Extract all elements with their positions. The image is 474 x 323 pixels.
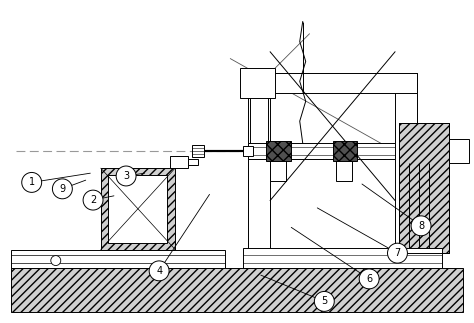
Bar	[248, 143, 395, 159]
Bar	[399, 123, 449, 253]
Circle shape	[359, 269, 379, 289]
Bar	[11, 267, 463, 312]
Bar	[333, 141, 357, 161]
Circle shape	[388, 243, 408, 263]
Circle shape	[83, 190, 103, 210]
Circle shape	[149, 261, 169, 281]
Bar	[336, 159, 352, 181]
Text: 8: 8	[418, 221, 424, 231]
Circle shape	[411, 216, 431, 236]
Circle shape	[22, 172, 42, 193]
Bar	[243, 146, 253, 156]
Bar	[192, 145, 204, 157]
Text: 5: 5	[321, 297, 328, 307]
Bar	[11, 250, 225, 267]
Circle shape	[51, 255, 61, 266]
Text: 4: 4	[156, 266, 162, 276]
Bar	[108, 175, 167, 243]
Bar	[243, 248, 442, 267]
Bar	[250, 73, 268, 148]
Bar	[395, 73, 417, 267]
Bar	[240, 68, 275, 98]
Circle shape	[314, 291, 334, 311]
Text: 1: 1	[28, 177, 35, 187]
Bar	[270, 159, 286, 181]
Bar	[248, 73, 417, 93]
Text: 3: 3	[123, 171, 129, 181]
Bar	[248, 73, 417, 267]
Circle shape	[116, 166, 136, 186]
Bar	[170, 156, 188, 168]
Bar	[449, 139, 469, 163]
Circle shape	[53, 179, 73, 199]
Bar	[399, 123, 449, 253]
Bar	[100, 168, 175, 250]
Text: 7: 7	[394, 248, 401, 258]
Bar	[188, 159, 198, 165]
Bar	[248, 73, 270, 267]
Bar	[266, 141, 291, 161]
Text: 2: 2	[90, 195, 96, 205]
Text: 9: 9	[59, 184, 65, 194]
Text: 6: 6	[366, 274, 372, 284]
